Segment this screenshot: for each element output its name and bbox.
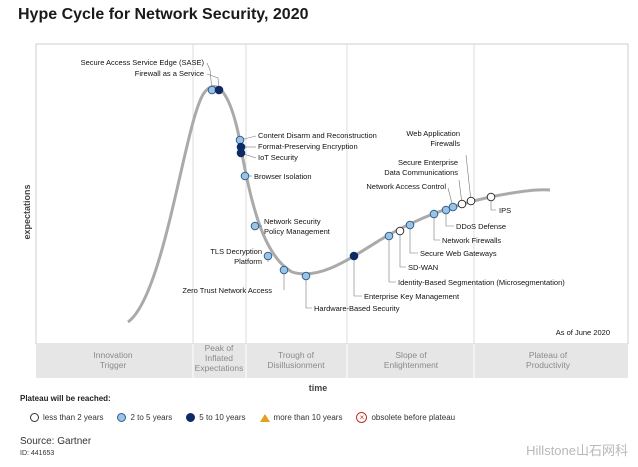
point-tls bbox=[263, 251, 273, 261]
label-sdwan: SD-WAN bbox=[408, 263, 438, 272]
white-circle-icon bbox=[30, 413, 39, 422]
point-cdr bbox=[235, 135, 245, 145]
label-sase: Secure Access Service Edge (SASE) bbox=[81, 58, 205, 67]
label-swg: Secure Web Gateways bbox=[420, 249, 497, 258]
legend: less than 2 years 2 to 5 years 5 to 10 y… bbox=[30, 412, 455, 423]
y-axis-label: expectations bbox=[22, 184, 32, 239]
legend-item: less than 2 years bbox=[30, 413, 103, 422]
label-iot: IoT Security bbox=[258, 153, 298, 162]
legend-item: × obsolete before plateau bbox=[356, 412, 455, 423]
light-blue-circle-icon bbox=[117, 413, 127, 422]
watermark: Hillstone山石网科 bbox=[526, 443, 628, 458]
phase-peak: Peak of Inflated Expectations bbox=[195, 343, 244, 373]
legend-item: more than 10 years bbox=[259, 413, 342, 422]
dark-blue-circle-icon bbox=[186, 413, 196, 422]
point-fwaas bbox=[214, 85, 224, 95]
phase-innovation-trigger: Innovation Trigger bbox=[93, 350, 132, 370]
label-ips: IPS bbox=[499, 206, 511, 215]
point-ztna bbox=[279, 265, 289, 275]
point-iot bbox=[236, 148, 246, 158]
point-nfw bbox=[429, 209, 439, 219]
label-cdr: Content Disarm and Reconstruction bbox=[258, 131, 377, 140]
point-ips bbox=[486, 192, 496, 202]
label-waf: Web Application Firewalls bbox=[406, 129, 460, 148]
phase-band bbox=[36, 344, 628, 378]
x-axis-label: time bbox=[309, 383, 328, 393]
label-nfw: Network Firewalls bbox=[442, 236, 501, 245]
point-hw-security bbox=[301, 271, 311, 281]
phase-plateau: Plateau of Productivity bbox=[526, 350, 571, 370]
point-nspm bbox=[250, 221, 260, 231]
point-nac bbox=[448, 202, 458, 212]
label-fpe: Format-Preserving Encryption bbox=[258, 142, 358, 151]
label-tls: TLS Decryption Platform bbox=[210, 247, 262, 266]
point-ddos bbox=[441, 205, 451, 215]
document-id: ID: 441653 bbox=[20, 450, 55, 457]
point-browser-isolation bbox=[240, 171, 250, 181]
tech-points bbox=[207, 85, 496, 281]
label-nac: Network Access Control bbox=[366, 182, 446, 191]
point-sedc bbox=[457, 199, 467, 209]
label-hw-security: Hardware-Based Security bbox=[314, 304, 400, 313]
red-x-circle-icon: × bbox=[356, 412, 368, 423]
point-swg bbox=[405, 220, 415, 230]
phase-slope: Slope of Enlightenment bbox=[384, 350, 439, 370]
as-of-date: As of June 2020 bbox=[556, 328, 610, 337]
legend-title: Plateau will be reached: bbox=[20, 394, 111, 403]
label-browser-isolation: Browser Isolation bbox=[254, 172, 312, 181]
point-ekm bbox=[349, 251, 359, 261]
label-ekm: Enterprise Key Management bbox=[364, 292, 460, 301]
label-ztna: Zero Trust Network Access bbox=[182, 286, 272, 295]
label-ddos: DDoS Defense bbox=[456, 222, 506, 231]
source-credit: Source: Gartner bbox=[20, 436, 92, 447]
chart-title: Hype Cycle for Network Security, 2020 bbox=[18, 6, 309, 23]
phase-trough: Trough of Disillusionment bbox=[267, 350, 325, 370]
orange-triangle-icon bbox=[259, 413, 270, 422]
point-waf bbox=[466, 196, 476, 206]
point-sdwan bbox=[395, 226, 405, 236]
point-sase bbox=[207, 85, 217, 95]
plot-frame bbox=[35, 43, 629, 345]
leader-lines bbox=[206, 62, 496, 309]
point-microseg bbox=[384, 231, 394, 241]
label-sedc: Secure Enterprise Data Communications bbox=[384, 158, 458, 177]
label-fwaas: Firewall as a Service bbox=[135, 69, 204, 78]
label-nspm: Network Security Policy Management bbox=[264, 217, 331, 236]
tech-labels: Secure Access Service Edge (SASE) Firewa… bbox=[81, 58, 566, 313]
legend-item: 5 to 10 years bbox=[186, 413, 246, 422]
legend-item: 2 to 5 years bbox=[117, 413, 172, 422]
label-microseg: Identity-Based Segmentation (Microsegmen… bbox=[398, 278, 565, 287]
